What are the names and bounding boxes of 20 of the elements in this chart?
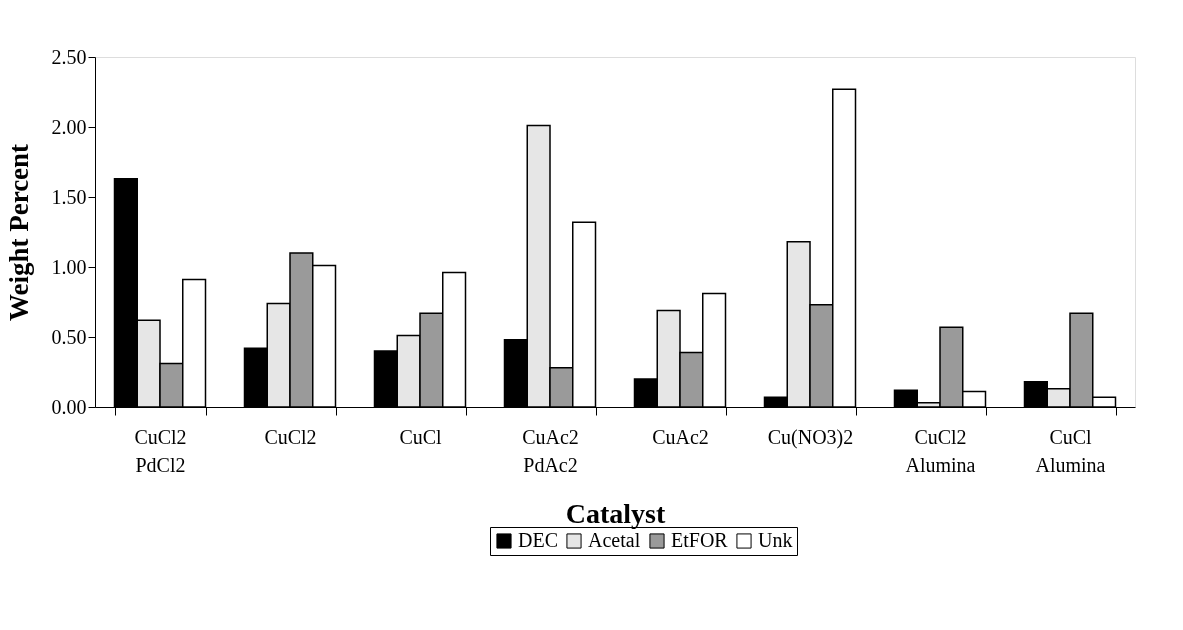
x-tick-label: CuCl xyxy=(399,425,443,448)
y-tick-label: 0.50 xyxy=(51,325,87,348)
x-tick-label: CuCl2 xyxy=(264,425,317,448)
legend-label: Acetal xyxy=(588,529,641,551)
x-axis-title: Catalyst xyxy=(565,497,666,529)
y-tick-label: 2.00 xyxy=(51,115,87,138)
x-tick-label: Cu(NO3)2 xyxy=(767,425,854,449)
legend-label: EtFOR xyxy=(671,529,729,551)
y-tick-label: 1.00 xyxy=(51,255,87,278)
x-tick-label: CuAc2 xyxy=(652,425,709,448)
legend-label: Unk xyxy=(758,529,793,551)
x-tick-label: CuCl2 PdCl2 xyxy=(134,425,187,476)
x-tick-label: CuCl Alumina xyxy=(1035,425,1106,476)
y-tick-label: 1.50 xyxy=(51,185,87,208)
y-tick-label: 0.00 xyxy=(51,395,87,418)
x-tick-label: CuAc2 PdAc2 xyxy=(522,425,579,476)
y-axis-title: Weight Percent xyxy=(3,143,34,322)
x-tick-label: CuCl2 Alumina xyxy=(905,425,976,476)
y-tick-label: 2.50 xyxy=(51,45,87,68)
legend-label: DEC xyxy=(518,529,558,551)
